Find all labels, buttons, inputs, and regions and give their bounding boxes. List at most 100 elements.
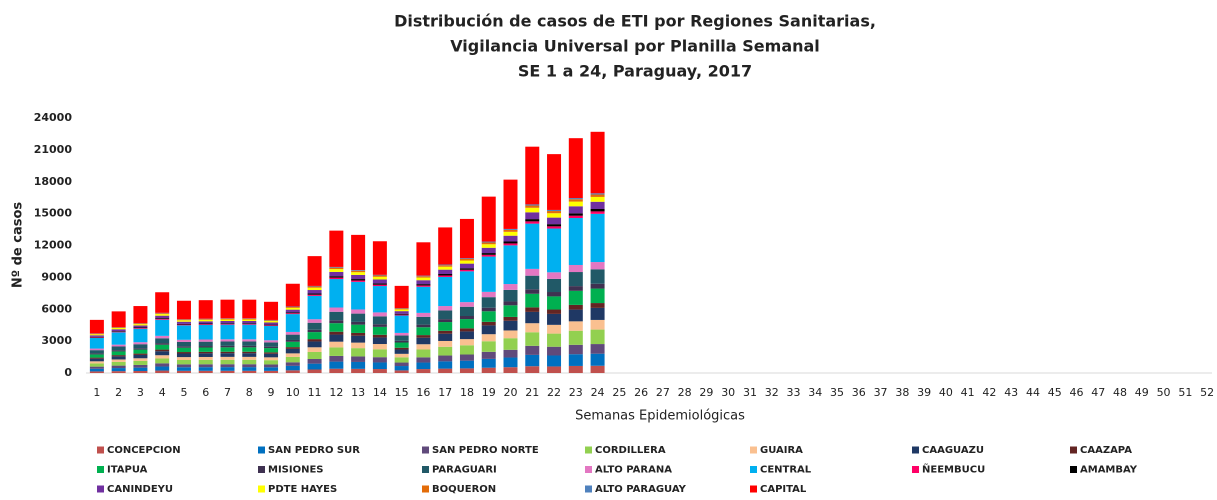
bar-segment bbox=[220, 323, 235, 324]
bar-segment bbox=[285, 309, 300, 313]
bar-segment bbox=[307, 286, 322, 288]
x-tick-label: 35 bbox=[830, 386, 844, 399]
bar-segment bbox=[568, 321, 583, 331]
x-tick-label: 2 bbox=[115, 386, 122, 399]
y-tick-label: 6000 bbox=[41, 302, 72, 315]
y-tick-label: 9000 bbox=[41, 270, 72, 283]
bar-segment bbox=[590, 288, 605, 304]
bar-segment bbox=[220, 324, 235, 340]
bar-segment bbox=[285, 365, 300, 371]
bar-segment bbox=[264, 360, 279, 365]
bar-segment bbox=[111, 346, 126, 351]
bar-segment bbox=[568, 201, 583, 207]
x-tick-label: 41 bbox=[961, 386, 975, 399]
legend-label: AMAMBAY bbox=[1080, 465, 1138, 476]
bar-segment bbox=[89, 361, 104, 364]
legend-label: SAN PEDRO SUR bbox=[268, 445, 360, 456]
x-tick-label: 15 bbox=[395, 386, 409, 399]
legend-swatch bbox=[1070, 466, 1077, 473]
bar-segment bbox=[416, 362, 431, 370]
bar-segment bbox=[416, 280, 431, 285]
bar-segment bbox=[111, 344, 126, 347]
bar-segment bbox=[111, 359, 126, 362]
x-tick-label: 21 bbox=[525, 386, 539, 399]
bar-segment bbox=[329, 341, 344, 348]
bar-segment bbox=[503, 231, 518, 236]
bar-segment bbox=[133, 323, 148, 325]
bar-segment bbox=[133, 348, 148, 350]
bar-segment bbox=[568, 309, 583, 322]
x-tick-label: 32 bbox=[765, 386, 779, 399]
bar-segment bbox=[590, 353, 605, 366]
legend-swatch bbox=[750, 446, 757, 454]
bar-segment bbox=[394, 308, 409, 310]
bar-segment bbox=[459, 263, 474, 269]
bar-segment bbox=[176, 325, 191, 340]
bar-segment bbox=[111, 332, 126, 345]
bar-segment bbox=[198, 324, 213, 325]
bar-segment bbox=[503, 235, 518, 242]
bar-segment bbox=[372, 369, 387, 373]
bar-segment bbox=[547, 333, 562, 347]
bar-segment bbox=[220, 370, 235, 373]
bar-segment bbox=[285, 353, 300, 357]
bar-segment bbox=[394, 353, 409, 358]
bar-segment bbox=[155, 351, 170, 356]
y-tick-label: 18000 bbox=[34, 175, 73, 188]
bar-segment bbox=[459, 315, 474, 320]
bar-segment bbox=[394, 340, 409, 343]
bar-segment bbox=[220, 347, 235, 352]
bar-segment bbox=[351, 280, 366, 282]
bar-segment bbox=[176, 341, 191, 347]
bar-segment bbox=[176, 352, 191, 354]
bar-segment bbox=[438, 227, 453, 265]
bar-segment bbox=[459, 302, 474, 307]
bar-segment bbox=[438, 264, 453, 266]
bar-segment bbox=[372, 279, 387, 284]
bar-segment bbox=[198, 323, 213, 325]
legend-swatch bbox=[258, 446, 265, 454]
bar-segment bbox=[351, 368, 366, 373]
x-tick-label: 18 bbox=[460, 386, 474, 399]
bar-segment bbox=[285, 334, 300, 340]
bar-segment bbox=[133, 349, 148, 354]
bar-segment bbox=[525, 293, 540, 308]
bar-segment bbox=[394, 309, 409, 312]
bar-segment bbox=[111, 368, 126, 372]
bar-segment bbox=[351, 332, 366, 336]
bar-segment bbox=[503, 305, 518, 317]
bar-segment bbox=[547, 366, 562, 373]
legend-label: MISIONES bbox=[268, 465, 324, 476]
bar-segment bbox=[438, 266, 453, 270]
bar-segment bbox=[176, 353, 191, 358]
bar-segment bbox=[372, 274, 387, 276]
bar-segment bbox=[351, 321, 366, 325]
bar-segment bbox=[481, 307, 496, 312]
x-tick-label: 14 bbox=[373, 386, 387, 399]
bar-segment bbox=[372, 286, 387, 313]
bar-segment bbox=[264, 301, 279, 320]
bar-segment bbox=[481, 254, 496, 257]
bar-segment bbox=[416, 277, 431, 281]
bar-segment bbox=[438, 322, 453, 331]
bar-segment bbox=[547, 217, 562, 225]
bar-segment bbox=[503, 316, 518, 321]
bar-segment bbox=[285, 356, 300, 363]
bar-segment bbox=[590, 196, 605, 202]
bar-segment bbox=[220, 353, 235, 357]
bar-segment bbox=[372, 284, 387, 287]
legend-label: CENTRAL bbox=[760, 465, 812, 476]
bar-segment bbox=[503, 330, 518, 339]
bar-segment bbox=[568, 344, 583, 355]
x-tick-label: 45 bbox=[1048, 386, 1062, 399]
bar-segment bbox=[481, 247, 496, 254]
bar-segment bbox=[220, 356, 235, 360]
bar-segment bbox=[111, 371, 126, 373]
bar-segment bbox=[242, 345, 257, 348]
bar-segment bbox=[307, 293, 322, 295]
x-tick-label: 42 bbox=[982, 386, 996, 399]
bar-segment bbox=[438, 319, 453, 323]
bar-segment bbox=[89, 357, 104, 359]
bar-segment bbox=[89, 319, 104, 334]
legend-label: CANINDEYU bbox=[107, 484, 173, 495]
